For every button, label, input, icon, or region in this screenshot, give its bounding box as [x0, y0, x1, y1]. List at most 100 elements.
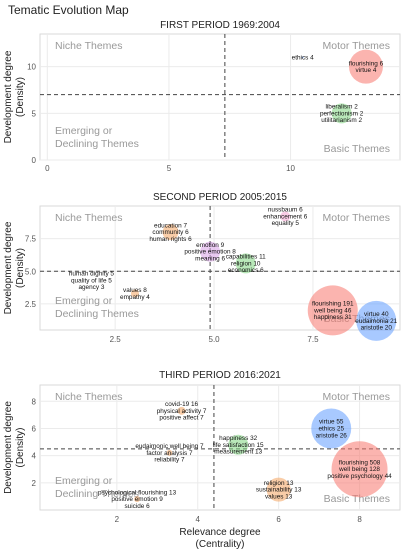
theme-label: liberalism 2: [325, 104, 358, 111]
theme-label: positive emotion 9: [111, 496, 163, 503]
theme-label: aristotle 26: [316, 432, 348, 439]
theme-label: measurement 13: [214, 449, 262, 456]
theme-label: flourishing 191: [312, 301, 354, 308]
theme-bubble: [311, 408, 352, 449]
y-axis-label: Development degree: [3, 401, 14, 494]
quadrant-motor: Motor Themes: [323, 40, 391, 52]
panel-1: FIRST PERIOD 1969:2004 Niche Themes Motor …: [27, 20, 401, 173]
chart-title: Tematic Evolution Map: [8, 3, 129, 17]
y-tick-label: 0: [32, 156, 37, 165]
theme-label: emotion 9: [196, 242, 225, 249]
theme-label: happiness 31: [314, 314, 352, 321]
y-tick-label: 2.5: [25, 300, 37, 309]
x-tick-label: 5: [167, 164, 172, 173]
theme-bubble: [356, 300, 397, 341]
quadrant-motor: Motor Themes: [323, 212, 391, 224]
x-tick-label: 10: [286, 164, 295, 173]
theme-label: nussbaum 6: [268, 207, 303, 214]
y-axis-label: Development degree: [3, 50, 14, 143]
y-axis-label: (Density): [15, 427, 26, 467]
theme-bubble: [348, 49, 383, 84]
theme-label: virtue 40: [364, 311, 389, 318]
theme-bubble: [280, 211, 291, 222]
x-axis-label: Relevance degree: [179, 527, 261, 538]
theme-label: eudaimonic well being 7: [135, 443, 204, 450]
theme-label: positive psychology 44: [327, 473, 392, 480]
x-tick-label: 0: [45, 164, 50, 173]
theme-label: positive affect 7: [159, 415, 204, 422]
theme-label: human dignity 5: [69, 271, 115, 278]
panel-title: SECOND PERIOD 2005:2015: [153, 192, 287, 203]
y-tick-label: 6: [32, 424, 37, 433]
theme-label: human rights 6: [149, 236, 192, 243]
theme-label: education 7: [154, 222, 187, 229]
theme-label: quality of life 5: [71, 277, 112, 284]
quadrant-niche: Niche Themes: [55, 391, 123, 403]
theme-label: religion 13: [264, 480, 294, 487]
y-tick-label: 7.5: [25, 235, 37, 244]
theme-label: aristotle 20: [361, 325, 393, 332]
theme-label: values 13: [265, 493, 293, 500]
theme-bubble: [235, 253, 256, 274]
theme-label: ethics 25: [318, 425, 344, 432]
theme-label: life satisfaction 15: [213, 442, 264, 449]
theme-bubble: [307, 285, 358, 336]
x-tick-label: 2.5: [110, 335, 122, 344]
quadrant-emerging: Emerging or: [55, 125, 113, 137]
y-axis-label: (Density): [15, 77, 26, 117]
theme-bubble: [228, 434, 249, 455]
theme-label: religion 10: [231, 260, 261, 267]
theme-label: meaning 6: [195, 255, 225, 262]
y-axis-label: (Density): [15, 248, 26, 288]
theme-bubble: [130, 289, 139, 298]
quadrant-emerging: Declining Themes: [55, 308, 139, 320]
theme-label: agency 3: [78, 284, 104, 291]
theme-bubble: [162, 224, 179, 241]
panel-3: THIRD PERIOD 2016:2021 Niche Themes Motor …: [32, 370, 401, 524]
theme-label: equality 5: [272, 220, 300, 227]
theme-label: capabilities 11: [226, 254, 266, 261]
theme-label: empathy 4: [120, 294, 150, 301]
y-tick-label: 10: [27, 63, 36, 72]
theme-label: perfectionism 2: [320, 110, 364, 117]
panel-frame: [39, 33, 401, 161]
theme-label: utilitarianism 2: [321, 117, 362, 124]
theme-bubble: [266, 477, 291, 502]
theme-label: physical activity 7: [157, 408, 207, 415]
quadrant-basic: Basic Themes: [324, 493, 390, 505]
chart-panels: FIRST PERIOD 1969:2004 Niche Themes Motor …: [25, 20, 401, 524]
theme-label: suicide 6: [124, 503, 150, 510]
theme-bubble: [200, 241, 221, 262]
x-tick-label: 8: [357, 515, 362, 524]
theme-label: well being 46: [313, 307, 352, 314]
theme-label: economics 6: [228, 267, 264, 274]
theme-label: flourishing 508: [339, 459, 381, 466]
quadrant-emerging: Declining Themes: [55, 138, 139, 150]
theme-label: values 8: [123, 287, 147, 294]
theme-bubble: [301, 56, 304, 59]
theme-label: ethics 4: [292, 54, 314, 61]
theme-label: psychological flourishing 13: [98, 489, 177, 496]
x-tick-label: 2: [115, 515, 120, 524]
theme-label: happiness 32: [219, 435, 257, 442]
theme-label: reliability 7: [154, 457, 185, 464]
theme-label: enhancement 6: [263, 213, 308, 220]
theme-label: well being 128: [338, 466, 380, 473]
quadrant-emerging: Emerging or: [55, 475, 113, 487]
theme-label: virtue 4: [355, 67, 376, 74]
theme-label: sustainability 13: [256, 487, 302, 494]
panel-title: THIRD PERIOD 2016:2021: [159, 370, 281, 381]
x-axis-label: (Centrality): [196, 539, 245, 550]
theme-label: covid-19 16: [165, 401, 198, 408]
panel-2: SECOND PERIOD 2005:2015 Niche Themes Motor…: [25, 192, 401, 344]
theme-label: positive emotion 8: [184, 249, 236, 256]
x-tick-label: 4: [196, 515, 201, 524]
theme-bubble: [166, 449, 173, 456]
y-axis-label: Development degree: [3, 221, 14, 314]
x-tick-label: 5.0: [209, 335, 221, 344]
quadrant-emerging: Declining Themes: [55, 488, 139, 500]
y-tick-label: 4: [32, 452, 37, 461]
quadrant-motor: Motor Themes: [323, 391, 391, 403]
theme-label: eudaimonia 21: [355, 318, 397, 325]
